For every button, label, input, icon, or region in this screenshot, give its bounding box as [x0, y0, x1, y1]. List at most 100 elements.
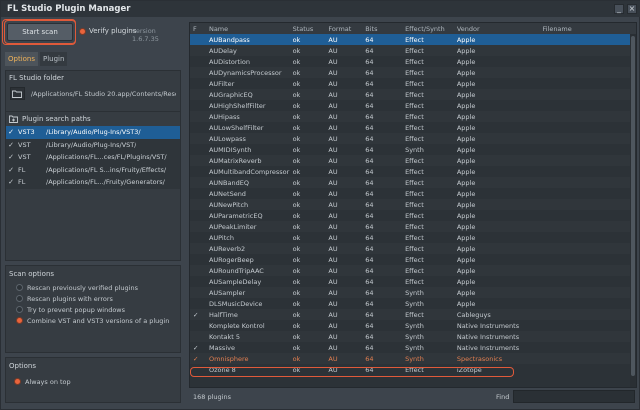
- table-row[interactable]: AUBandpass ok AU 64 Effect Apple: [190, 34, 636, 45]
- search-path-row[interactable]: ✓ VST3 /Library/Audio/Plug-Ins/VST3/: [6, 126, 180, 139]
- tab-plugin[interactable]: Plugin: [40, 52, 68, 66]
- search-path-row[interactable]: ✓ VST /Library/Audio/Plug-Ins/VST/: [6, 139, 180, 152]
- table-row[interactable]: DLSMusicDevice ok AU 64 Synth Apple: [190, 298, 636, 309]
- table-row[interactable]: AUMIDISynth ok AU 64 Synth Apple: [190, 144, 636, 155]
- table-row[interactable]: AUDelay ok AU 64 Effect Apple: [190, 45, 636, 56]
- row-bits: 64: [365, 255, 374, 264]
- table-row[interactable]: AUFilter ok AU 64 Effect Apple: [190, 78, 636, 89]
- column-header-bits[interactable]: Bits: [365, 24, 378, 33]
- row-format: AU: [328, 134, 338, 143]
- row-name: AULowpass: [208, 134, 246, 143]
- scan-option-prevent-popups[interactable]: Try to prevent popup windows: [6, 304, 180, 315]
- table-row[interactable]: ✓ HalfTime ok AU 64 Effect Cableguys: [190, 309, 636, 320]
- table-row[interactable]: AUHipass ok AU 64 Effect Apple: [190, 111, 636, 122]
- table-scrollbar[interactable]: [630, 34, 636, 387]
- scan-option-combine-vst[interactable]: Combine VST and VST3 versions of a plugi…: [6, 315, 180, 326]
- scan-option-radio[interactable]: [16, 284, 23, 291]
- table-row[interactable]: AULowpass ok AU 64 Effect Apple: [190, 133, 636, 144]
- row-fav-check[interactable]: ✓: [193, 343, 199, 352]
- column-header-status[interactable]: Status: [292, 24, 314, 33]
- table-row[interactable]: ✓ Massive ok AU 64 Synth Native Instruments: [190, 342, 636, 353]
- table-row[interactable]: ✓ Omnisphere ok AU 64 Synth Spectrasonics: [190, 353, 636, 364]
- row-vendor: iZotope: [456, 365, 482, 374]
- scrollbar-thumb[interactable]: [631, 36, 635, 376]
- always-on-top-radio[interactable]: [14, 378, 21, 385]
- always-on-top-toggle[interactable]: Always on top: [6, 376, 180, 387]
- row-vendor: Apple: [456, 57, 476, 66]
- row-bits: 64: [365, 46, 374, 55]
- table-row[interactable]: AUNBandEQ ok AU 64 Effect Apple: [190, 177, 636, 188]
- search-path-row[interactable]: ✓ FL /Applications/FL.../Fruity/Generato…: [6, 176, 180, 189]
- row-bits: 64: [365, 211, 374, 220]
- tab-options[interactable]: Options: [5, 52, 39, 66]
- column-header-format[interactable]: Format: [328, 24, 352, 33]
- row-status: ok: [292, 123, 301, 132]
- row-format: AU: [328, 90, 338, 99]
- row-fav-check[interactable]: ✓: [193, 354, 199, 363]
- search-path-check[interactable]: ✓: [8, 165, 14, 174]
- table-row[interactable]: AULowShelfFilter ok AU 64 Effect Apple: [190, 122, 636, 133]
- table-row[interactable]: Komplete Kontrol ok AU 64 Synth Native Instru…: [190, 320, 636, 331]
- row-type: Effect: [405, 123, 424, 132]
- table-row[interactable]: AUParametricEQ ok AU 64 Effect Apple: [190, 210, 636, 221]
- scan-option-radio[interactable]: [16, 295, 23, 302]
- row-vendor: Apple: [456, 244, 476, 253]
- row-format: AU: [328, 123, 338, 132]
- table-row[interactable]: AURogerBeep ok AU 64 Effect Apple: [190, 254, 636, 265]
- table-row[interactable]: AUSampler ok AU 64 Synth Apple: [190, 287, 636, 298]
- table-row[interactable]: AUGraphicEQ ok AU 64 Effect Apple: [190, 89, 636, 100]
- table-row[interactable]: AUNetSend ok AU 64 Effect Apple: [190, 188, 636, 199]
- row-format: AU: [328, 332, 338, 341]
- search-path-row[interactable]: ✓ VST /Applications/FL...ces/FL/Plugins/…: [6, 151, 180, 164]
- scan-option-rescan-verified[interactable]: Rescan previously verified plugins: [6, 282, 180, 293]
- verify-plugins-toggle[interactable]: Verify plugins: [79, 27, 136, 35]
- row-name: Omnisphere: [208, 354, 249, 363]
- minimize-button[interactable]: _: [614, 4, 624, 14]
- table-row[interactable]: AUSampleDelay ok AU 64 Effect Apple: [190, 276, 636, 287]
- row-status: ok: [292, 332, 301, 341]
- scan-option-rescan-errors[interactable]: Rescan plugins with errors: [6, 293, 180, 304]
- table-row[interactable]: AUPitch ok AU 64 Effect Apple: [190, 232, 636, 243]
- row-bits: 64: [365, 321, 374, 330]
- scan-option-radio[interactable]: [16, 317, 23, 324]
- table-row[interactable]: AUMatrixReverb ok AU 64 Effect Apple: [190, 155, 636, 166]
- close-button[interactable]: ×: [627, 4, 637, 14]
- start-scan-button[interactable]: Start scan: [7, 23, 73, 41]
- row-type: Synth: [405, 321, 424, 330]
- search-path-check[interactable]: ✓: [8, 140, 14, 149]
- table-row[interactable]: AURoundTripAAC ok AU 64 Effect Apple: [190, 265, 636, 276]
- search-path-check[interactable]: ✓: [8, 178, 14, 187]
- row-fav-check[interactable]: ✓: [193, 310, 199, 319]
- row-type: Effect: [405, 277, 424, 286]
- verify-plugins-label: Verify plugins: [89, 27, 137, 35]
- row-vendor: Apple: [456, 211, 476, 220]
- row-bits: 64: [365, 200, 374, 209]
- scan-option-radio[interactable]: [16, 306, 23, 313]
- column-header-vendor[interactable]: Vendor: [456, 24, 480, 33]
- row-bits: 64: [365, 57, 374, 66]
- table-row[interactable]: AUMultibandCompressor ok AU 64 Effect Apple: [190, 166, 636, 177]
- table-row[interactable]: AUHighShelfFilter ok AU 64 Effect Apple: [190, 100, 636, 111]
- table-row[interactable]: AUReverb2 ok AU 64 Effect Apple: [190, 243, 636, 254]
- search-path-check[interactable]: ✓: [8, 128, 14, 137]
- column-header-type[interactable]: Effect/Synth: [405, 24, 445, 33]
- table-row[interactable]: AUDistortion ok AU 64 Effect Apple: [190, 56, 636, 67]
- search-path-row[interactable]: ✓ FL /Applications/FL S...ins/Fruity/Eff…: [6, 164, 180, 177]
- row-vendor: Apple: [456, 123, 476, 132]
- add-folder-icon[interactable]: [9, 115, 18, 123]
- table-row[interactable]: Ozone 8 ok AU 64 Effect iZotope: [190, 364, 636, 375]
- table-row[interactable]: AUNewPitch ok AU 64 Effect Apple: [190, 199, 636, 210]
- always-on-top-label: Always on top: [25, 377, 71, 386]
- row-bits: 64: [365, 145, 374, 154]
- table-row[interactable]: Kontakt 5 ok AU 64 Synth Native Instruments: [190, 331, 636, 342]
- column-header-fav[interactable]: F: [193, 24, 197, 33]
- column-header-name[interactable]: Name: [208, 24, 229, 33]
- find-input[interactable]: [513, 390, 635, 403]
- column-header-filename[interactable]: Filename: [542, 24, 572, 33]
- verify-plugins-radio[interactable]: [79, 27, 86, 35]
- search-path-check[interactable]: ✓: [8, 153, 14, 162]
- row-format: AU: [328, 156, 338, 165]
- browse-folder-button[interactable]: [10, 87, 25, 100]
- table-row[interactable]: AUPeakLimiter ok AU 64 Effect Apple: [190, 221, 636, 232]
- table-row[interactable]: AUDynamicsProcessor ok AU 64 Effect Apple: [190, 67, 636, 78]
